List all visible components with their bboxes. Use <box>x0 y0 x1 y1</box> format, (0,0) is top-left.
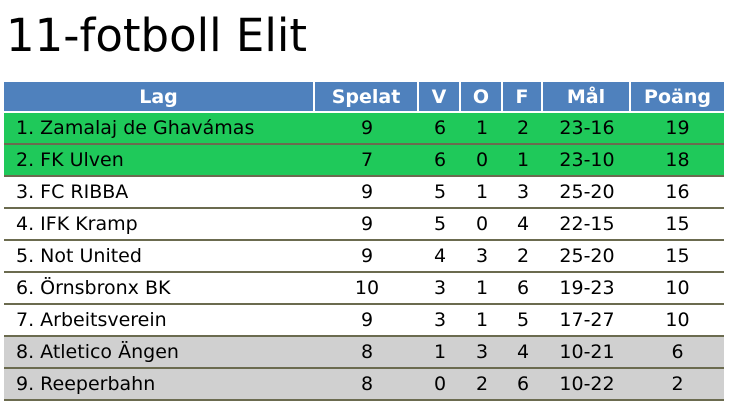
wins-cell: 6 <box>419 113 461 145</box>
points-cell: 19 <box>631 113 724 145</box>
team-cell: 5. Not United <box>4 241 315 273</box>
team-cell: 8. Atletico Ängen <box>4 337 315 369</box>
team-cell: 9. Reeperbahn <box>4 369 315 401</box>
played-cell: 9 <box>315 209 419 241</box>
losses-cell: 6 <box>503 273 543 305</box>
goals-cell: 19-23 <box>543 273 631 305</box>
played-cell: 9 <box>315 177 419 209</box>
losses-cell: 5 <box>503 305 543 337</box>
played-cell: 8 <box>315 337 419 369</box>
col-header-goals: Mål <box>543 82 631 113</box>
wins-cell: 6 <box>419 145 461 177</box>
table-row: 5. Not United 9 4 3 2 25-20 15 <box>4 241 724 273</box>
played-cell: 8 <box>315 369 419 401</box>
col-header-wins: V <box>419 82 461 113</box>
page-title: 11-fotboll Elit <box>6 9 308 62</box>
team-cell: 1. Zamalaj de Ghavámas <box>4 113 315 145</box>
draws-cell: 0 <box>461 145 503 177</box>
team-cell: 6. Örnsbronx BK <box>4 273 315 305</box>
points-cell: 2 <box>631 369 724 401</box>
losses-cell: 4 <box>503 209 543 241</box>
table-row: 1. Zamalaj de Ghavámas 9 6 1 2 23-16 19 <box>4 113 724 145</box>
losses-cell: 4 <box>503 337 543 369</box>
wins-cell: 3 <box>419 273 461 305</box>
team-cell: 4. IFK Kramp <box>4 209 315 241</box>
table-row: 3. FC RIBBA 9 5 1 3 25-20 16 <box>4 177 724 209</box>
points-cell: 10 <box>631 273 724 305</box>
points-cell: 15 <box>631 241 724 273</box>
losses-cell: 2 <box>503 113 543 145</box>
team-cell: 7. Arbeitsverein <box>4 305 315 337</box>
table-row: 6. Örnsbronx BK 10 3 1 6 19-23 10 <box>4 273 724 305</box>
col-header-losses: F <box>503 82 543 113</box>
table-row: 7. Arbeitsverein 9 3 1 5 17-27 10 <box>4 305 724 337</box>
played-cell: 7 <box>315 145 419 177</box>
draws-cell: 1 <box>461 113 503 145</box>
wins-cell: 4 <box>419 241 461 273</box>
played-cell: 9 <box>315 305 419 337</box>
table-row: 9. Reeperbahn 8 0 2 6 10-22 2 <box>4 369 724 401</box>
draws-cell: 3 <box>461 241 503 273</box>
losses-cell: 6 <box>503 369 543 401</box>
wins-cell: 1 <box>419 337 461 369</box>
goals-cell: 23-10 <box>543 145 631 177</box>
points-cell: 10 <box>631 305 724 337</box>
table-body: 1. Zamalaj de Ghavámas 9 6 1 2 23-16 19 2. FK U… <box>4 113 724 401</box>
losses-cell: 1 <box>503 145 543 177</box>
goals-cell: 22-15 <box>543 209 631 241</box>
wins-cell: 5 <box>419 177 461 209</box>
points-cell: 6 <box>631 337 724 369</box>
played-cell: 9 <box>315 241 419 273</box>
goals-cell: 25-20 <box>543 241 631 273</box>
table-row: 2. FK Ulven 7 6 0 1 23-10 18 <box>4 145 724 177</box>
goals-cell: 23-16 <box>543 113 631 145</box>
table-row: 4. IFK Kramp 9 5 0 4 22-15 15 <box>4 209 724 241</box>
draws-cell: 1 <box>461 305 503 337</box>
wins-cell: 5 <box>419 209 461 241</box>
draws-cell: 1 <box>461 177 503 209</box>
goals-cell: 10-21 <box>543 337 631 369</box>
draws-cell: 3 <box>461 337 503 369</box>
points-cell: 16 <box>631 177 724 209</box>
goals-cell: 10-22 <box>543 369 631 401</box>
col-header-played: Spelat <box>315 82 419 113</box>
col-header-points: Poäng <box>631 82 724 113</box>
losses-cell: 3 <box>503 177 543 209</box>
col-header-team: Lag <box>4 82 315 113</box>
goals-cell: 25-20 <box>543 177 631 209</box>
played-cell: 9 <box>315 113 419 145</box>
table-row: 8. Atletico Ängen 8 1 3 4 10-21 6 <box>4 337 724 369</box>
draws-cell: 0 <box>461 209 503 241</box>
wins-cell: 0 <box>419 369 461 401</box>
header-row: Lag Spelat V O F Mål Poäng <box>4 82 724 113</box>
team-cell: 3. FC RIBBA <box>4 177 315 209</box>
played-cell: 10 <box>315 273 419 305</box>
draws-cell: 1 <box>461 273 503 305</box>
team-cell: 2. FK Ulven <box>4 145 315 177</box>
points-cell: 15 <box>631 209 724 241</box>
draws-cell: 2 <box>461 369 503 401</box>
points-cell: 18 <box>631 145 724 177</box>
league-table: Lag Spelat V O F Mål Poäng 1. Zamalaj de… <box>4 82 724 401</box>
losses-cell: 2 <box>503 241 543 273</box>
wins-cell: 3 <box>419 305 461 337</box>
col-header-draws: O <box>461 82 503 113</box>
goals-cell: 17-27 <box>543 305 631 337</box>
